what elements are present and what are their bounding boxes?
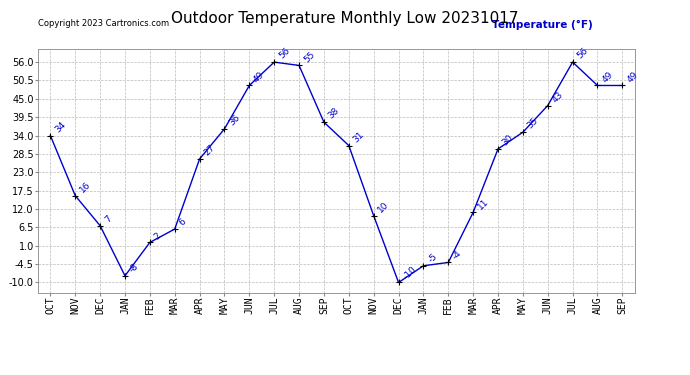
Text: 34: 34 <box>53 120 68 134</box>
Text: 2: 2 <box>152 231 163 241</box>
Text: 56: 56 <box>277 46 291 61</box>
Text: Outdoor Temperature Monthly Low 20231017: Outdoor Temperature Monthly Low 20231017 <box>171 11 519 26</box>
Text: 49: 49 <box>625 70 640 84</box>
Text: 55: 55 <box>302 50 316 64</box>
Text: 27: 27 <box>202 143 217 158</box>
Text: -4: -4 <box>451 248 464 261</box>
Text: 7: 7 <box>103 214 113 224</box>
Text: 16: 16 <box>78 180 92 194</box>
Text: 38: 38 <box>327 106 342 121</box>
Text: Copyright 2023 Cartronics.com: Copyright 2023 Cartronics.com <box>38 20 169 28</box>
Text: -5: -5 <box>426 252 439 264</box>
Text: -8: -8 <box>128 262 141 274</box>
Text: 6: 6 <box>177 217 188 228</box>
Text: 11: 11 <box>476 196 491 211</box>
Text: -10: -10 <box>402 264 418 281</box>
Text: 49: 49 <box>600 70 615 84</box>
Text: 36: 36 <box>227 113 242 128</box>
Text: 31: 31 <box>352 130 366 144</box>
Text: 35: 35 <box>526 116 540 131</box>
Text: 43: 43 <box>551 90 565 104</box>
Text: Temperature (°F): Temperature (°F) <box>491 20 592 30</box>
Text: 49: 49 <box>252 70 266 84</box>
Text: 56: 56 <box>575 46 590 61</box>
Text: 10: 10 <box>377 200 391 214</box>
Text: 30: 30 <box>501 133 515 147</box>
